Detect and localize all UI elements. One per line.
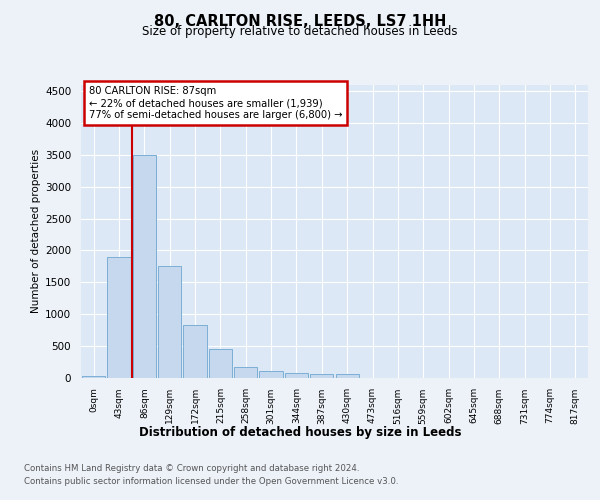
Bar <box>335 374 359 378</box>
Text: 80 CARLTON RISE: 87sqm
← 22% of detached houses are smaller (1,939)
77% of semi-: 80 CARLTON RISE: 87sqm ← 22% of detached… <box>89 86 342 120</box>
Bar <box>107 256 131 378</box>
Bar <box>234 368 257 378</box>
Bar <box>82 376 106 378</box>
Bar <box>209 349 232 378</box>
Bar <box>285 373 308 378</box>
Bar <box>310 374 334 378</box>
Bar <box>133 155 156 378</box>
Text: Distribution of detached houses by size in Leeds: Distribution of detached houses by size … <box>139 426 461 439</box>
Text: Contains HM Land Registry data © Crown copyright and database right 2024.: Contains HM Land Registry data © Crown c… <box>24 464 359 473</box>
Text: Size of property relative to detached houses in Leeds: Size of property relative to detached ho… <box>142 25 458 38</box>
Bar <box>259 371 283 378</box>
Text: Contains public sector information licensed under the Open Government Licence v3: Contains public sector information licen… <box>24 478 398 486</box>
Bar <box>184 324 207 378</box>
Text: 80, CARLTON RISE, LEEDS, LS7 1HH: 80, CARLTON RISE, LEEDS, LS7 1HH <box>154 14 446 29</box>
Y-axis label: Number of detached properties: Number of detached properties <box>31 149 41 314</box>
Bar <box>158 266 181 378</box>
